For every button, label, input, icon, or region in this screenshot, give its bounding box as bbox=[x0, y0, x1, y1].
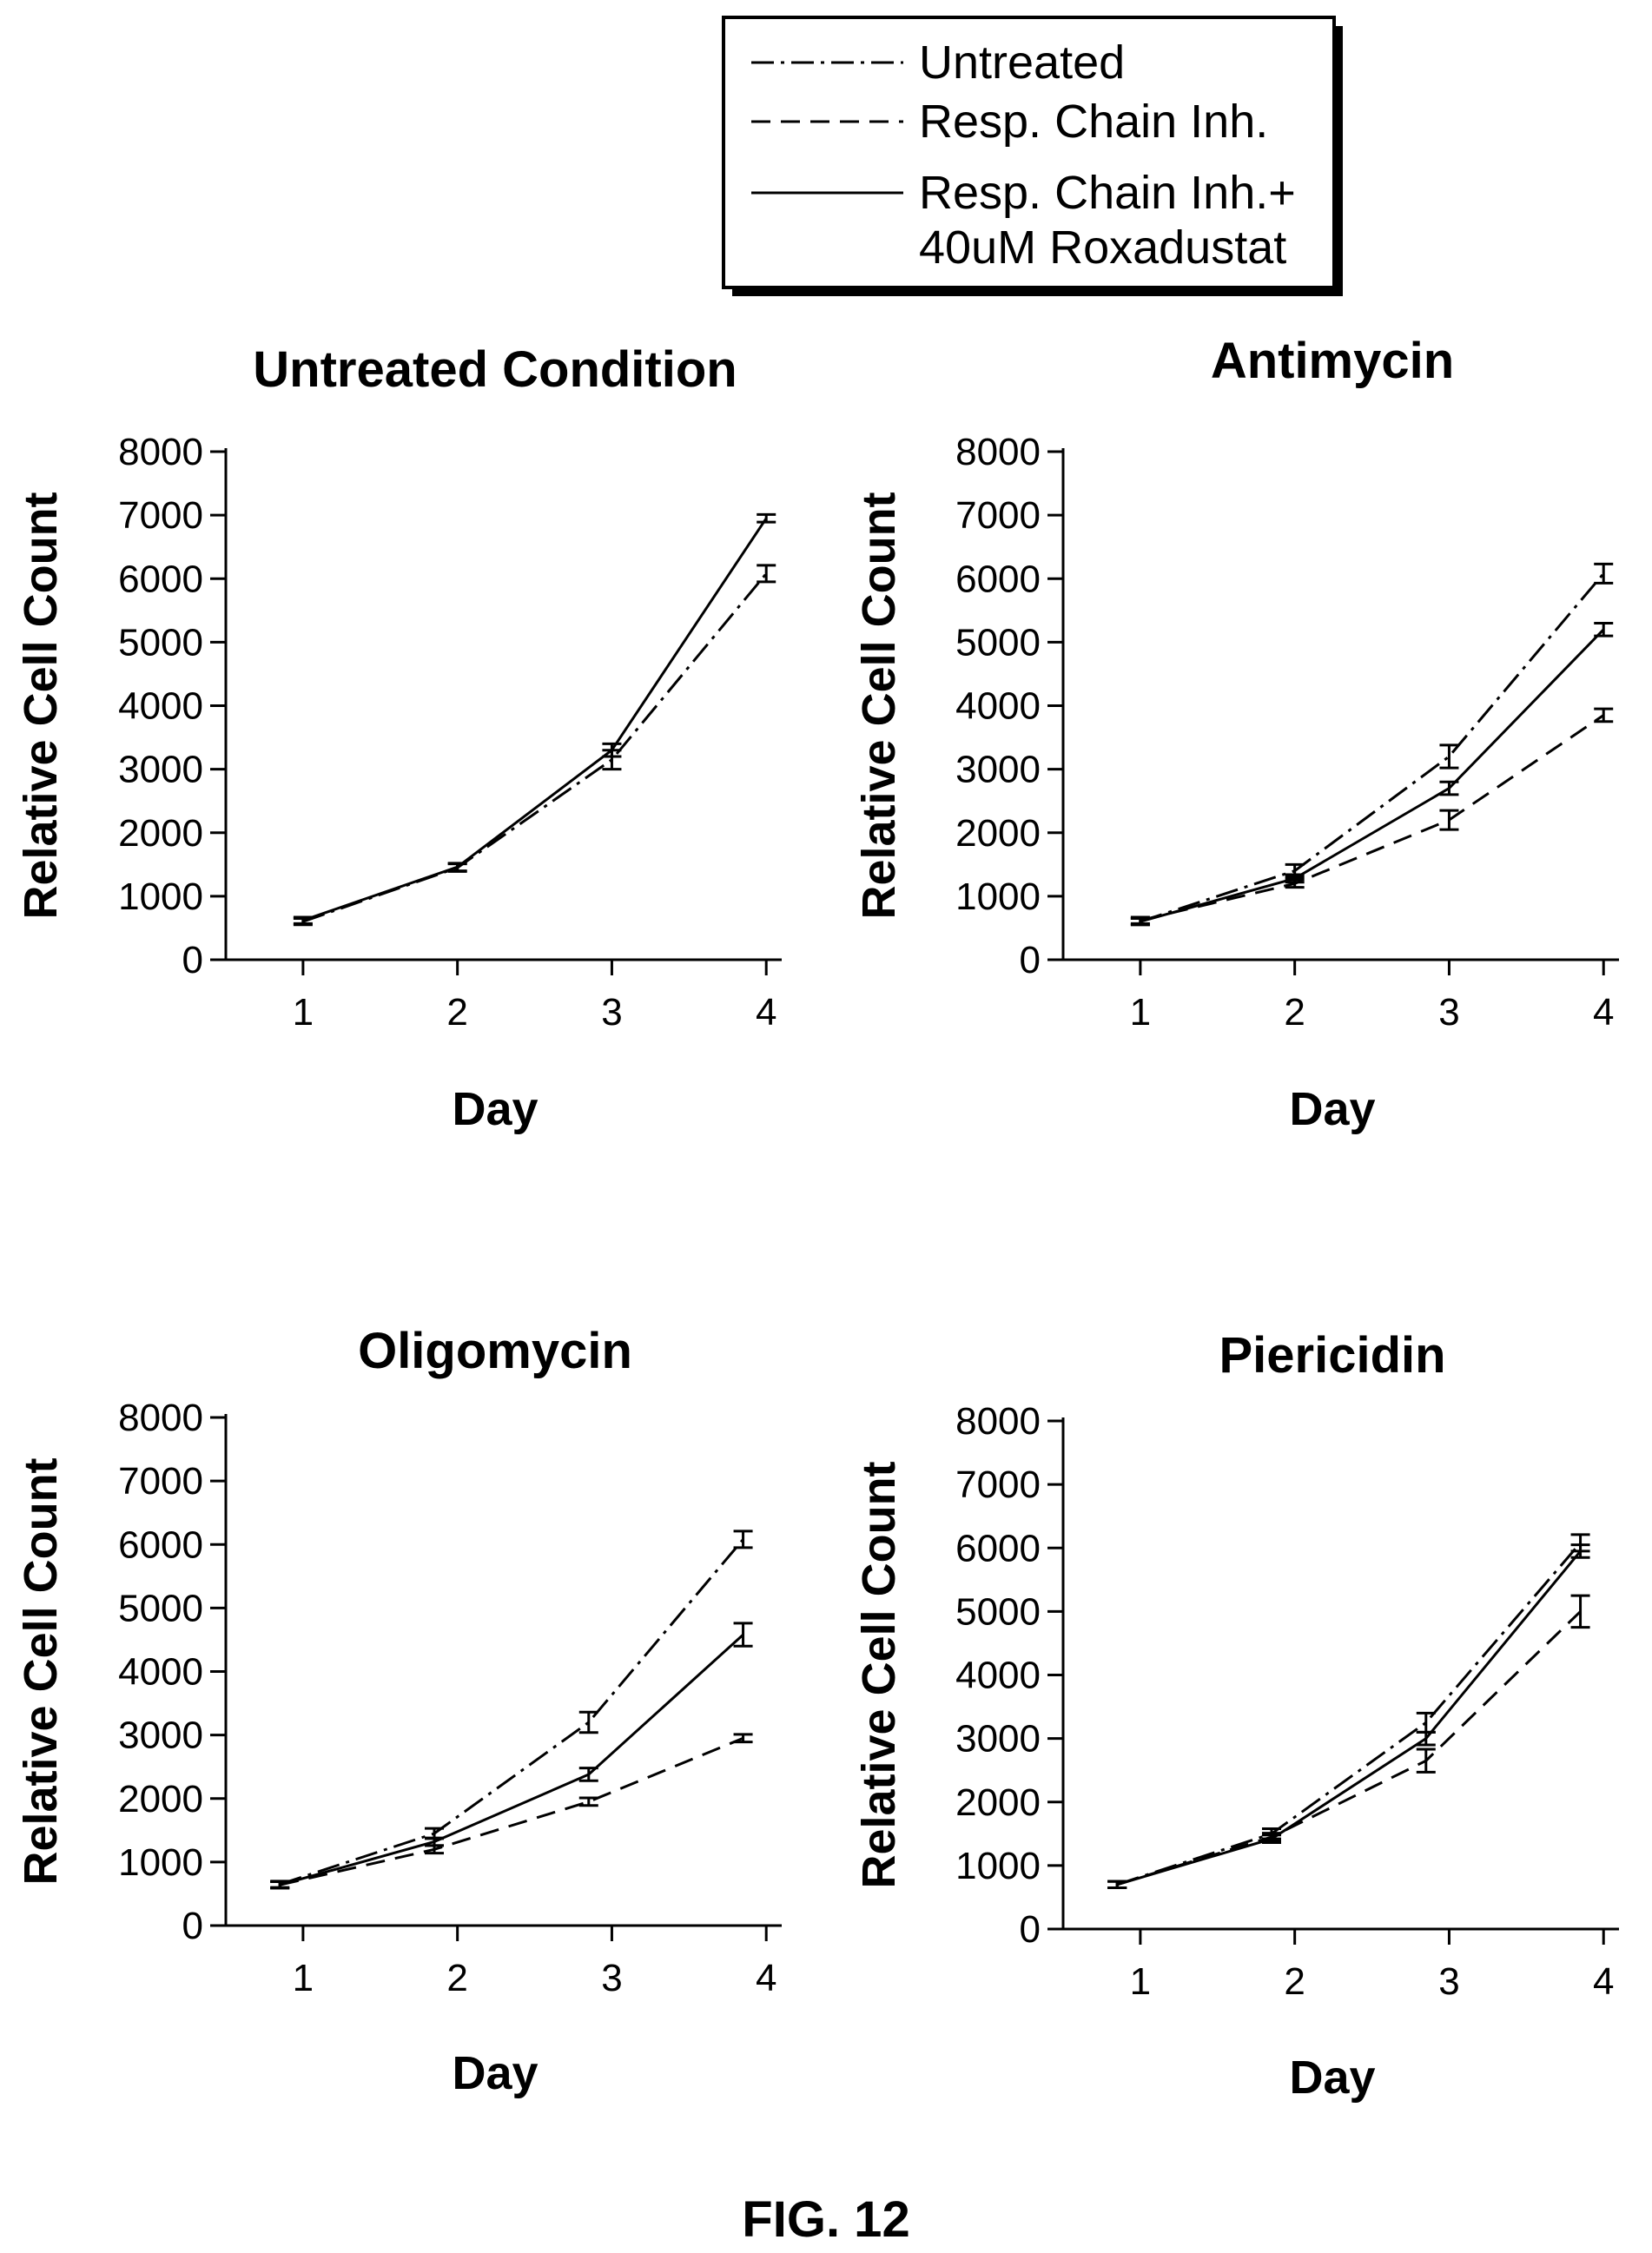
series-line-dashdot bbox=[1140, 572, 1605, 923]
x-tick-label: 3 bbox=[601, 991, 622, 1034]
series-line-solid bbox=[1140, 628, 1605, 923]
y-tick-label: 4000 bbox=[955, 1655, 1041, 1697]
y-tick-label: 3000 bbox=[118, 1715, 203, 1757]
series-line-solid bbox=[302, 517, 768, 922]
y-tick-label: 1000 bbox=[955, 875, 1041, 918]
y-tick-label: 5000 bbox=[955, 1590, 1041, 1633]
y-tick-label: 6000 bbox=[118, 558, 203, 600]
x-tick-label: 4 bbox=[756, 1957, 776, 1999]
x-tick-label: 4 bbox=[756, 991, 776, 1034]
y-tick-label: 0 bbox=[1020, 939, 1041, 981]
y-tick-label: 5000 bbox=[118, 1587, 203, 1629]
legend-label-roxadustat-line1: Resp. Chain Inh.+ bbox=[919, 167, 1296, 219]
x-tick-label: 3 bbox=[1438, 1960, 1459, 2003]
y-axis-label: Relative Cell Count bbox=[15, 492, 67, 919]
y-tick-label: 3000 bbox=[118, 749, 203, 791]
legend-label-untreated: Untreated bbox=[919, 36, 1125, 89]
y-tick-label: 0 bbox=[1020, 1908, 1041, 1951]
chart-title: Antimycin bbox=[1211, 333, 1454, 389]
series-line-solid bbox=[279, 1633, 744, 1886]
series-line-dashed bbox=[279, 1736, 744, 1886]
y-tick-label: 0 bbox=[182, 1905, 203, 1947]
y-tick-label: 5000 bbox=[955, 621, 1041, 664]
y-tick-label: 2000 bbox=[955, 812, 1041, 855]
y-tick-label: 6000 bbox=[118, 1523, 203, 1566]
x-tick-label: 1 bbox=[293, 1957, 314, 1999]
y-tick-label: 8000 bbox=[118, 431, 203, 473]
y-tick-label: 7000 bbox=[118, 494, 203, 537]
x-tick-label: 1 bbox=[1130, 1960, 1151, 2003]
x-tick-label: 3 bbox=[601, 1957, 622, 1999]
y-tick-label: 8000 bbox=[955, 1400, 1041, 1443]
chart-title: Untreated Condition bbox=[253, 341, 737, 398]
y-tick-label: 7000 bbox=[955, 1463, 1041, 1506]
panel-untreated-condition: Untreated Condition 0 1000 2000 3000 4000 5000… bbox=[15, 341, 782, 1135]
x-tick-label: 2 bbox=[1284, 1960, 1305, 2003]
figure-label: FIG. 12 bbox=[742, 2191, 909, 2248]
y-tick-label: 7000 bbox=[955, 494, 1041, 537]
x-tick-label: 3 bbox=[1438, 991, 1459, 1034]
y-tick-label: 6000 bbox=[955, 1527, 1041, 1569]
legend-box bbox=[722, 16, 1336, 289]
x-axis-label: Day bbox=[1289, 1083, 1375, 1135]
x-tick-label: 2 bbox=[1284, 991, 1305, 1034]
legend-label-roxadustat-line2: 40uM Roxadustat bbox=[919, 221, 1286, 274]
legend-label-resp-chain-inh: Resp. Chain Inh. bbox=[919, 96, 1268, 148]
y-axis-label: Relative Cell Count bbox=[853, 492, 905, 919]
x-tick-label: 2 bbox=[446, 991, 467, 1034]
y-axis-label: Relative Cell Count bbox=[15, 1457, 67, 1885]
x-axis-label: Day bbox=[452, 1083, 538, 1135]
panel-piericidin: Piericidin 0 1000 2000 3000 4000 5000 6000 7000 8… bbox=[853, 1327, 1619, 2104]
y-axis-label: Relative Cell Count bbox=[853, 1461, 905, 1888]
y-tick-label: 2000 bbox=[955, 1781, 1041, 1824]
y-tick-label: 0 bbox=[182, 939, 203, 981]
y-tick-label: 6000 bbox=[955, 558, 1041, 600]
chart-title: Oligomycin bbox=[358, 1323, 632, 1379]
y-tick-label: 5000 bbox=[118, 621, 203, 664]
y-tick-label: 1000 bbox=[118, 1841, 203, 1884]
series-line-dashed bbox=[1116, 1610, 1582, 1886]
panel-antimycin: Antimycin 0 1000 2000 3000 4000 5000 6000 7000 80… bbox=[853, 333, 1619, 1135]
x-tick-label: 1 bbox=[1130, 991, 1151, 1034]
y-tick-label: 1000 bbox=[955, 1845, 1041, 1887]
x-axis-label: Day bbox=[452, 2047, 538, 2099]
panel-oligomycin: Oligomycin 0 1000 2000 3000 4000 5000 6000 7000 8… bbox=[15, 1323, 782, 2099]
series-line-solid bbox=[1116, 1549, 1582, 1886]
series-line-dashed bbox=[1140, 714, 1605, 922]
y-tick-label: 1000 bbox=[118, 875, 203, 918]
y-tick-label: 8000 bbox=[955, 431, 1041, 473]
legend: Untreated Resp. Chain Inh. Resp. Chain I… bbox=[722, 16, 1343, 296]
y-tick-label: 8000 bbox=[118, 1397, 203, 1439]
series-line-dashdot bbox=[302, 572, 768, 923]
y-tick-label: 3000 bbox=[955, 749, 1041, 791]
series-line-dashdot bbox=[1116, 1542, 1582, 1886]
x-tick-label: 4 bbox=[1593, 991, 1614, 1034]
y-tick-label: 2000 bbox=[118, 1778, 203, 1820]
x-tick-label: 2 bbox=[446, 1957, 467, 1999]
x-tick-label: 4 bbox=[1593, 1960, 1614, 2003]
x-tick-label: 1 bbox=[293, 991, 314, 1034]
chart-title: Piericidin bbox=[1219, 1327, 1445, 1384]
y-tick-label: 3000 bbox=[955, 1718, 1041, 1761]
y-tick-label: 4000 bbox=[118, 685, 203, 728]
series-line-dashdot bbox=[279, 1538, 744, 1886]
x-axis-label: Day bbox=[1289, 2051, 1375, 2104]
y-tick-label: 7000 bbox=[118, 1460, 203, 1503]
y-tick-label: 2000 bbox=[118, 812, 203, 855]
y-tick-label: 4000 bbox=[118, 1651, 203, 1694]
y-tick-label: 4000 bbox=[955, 685, 1041, 728]
